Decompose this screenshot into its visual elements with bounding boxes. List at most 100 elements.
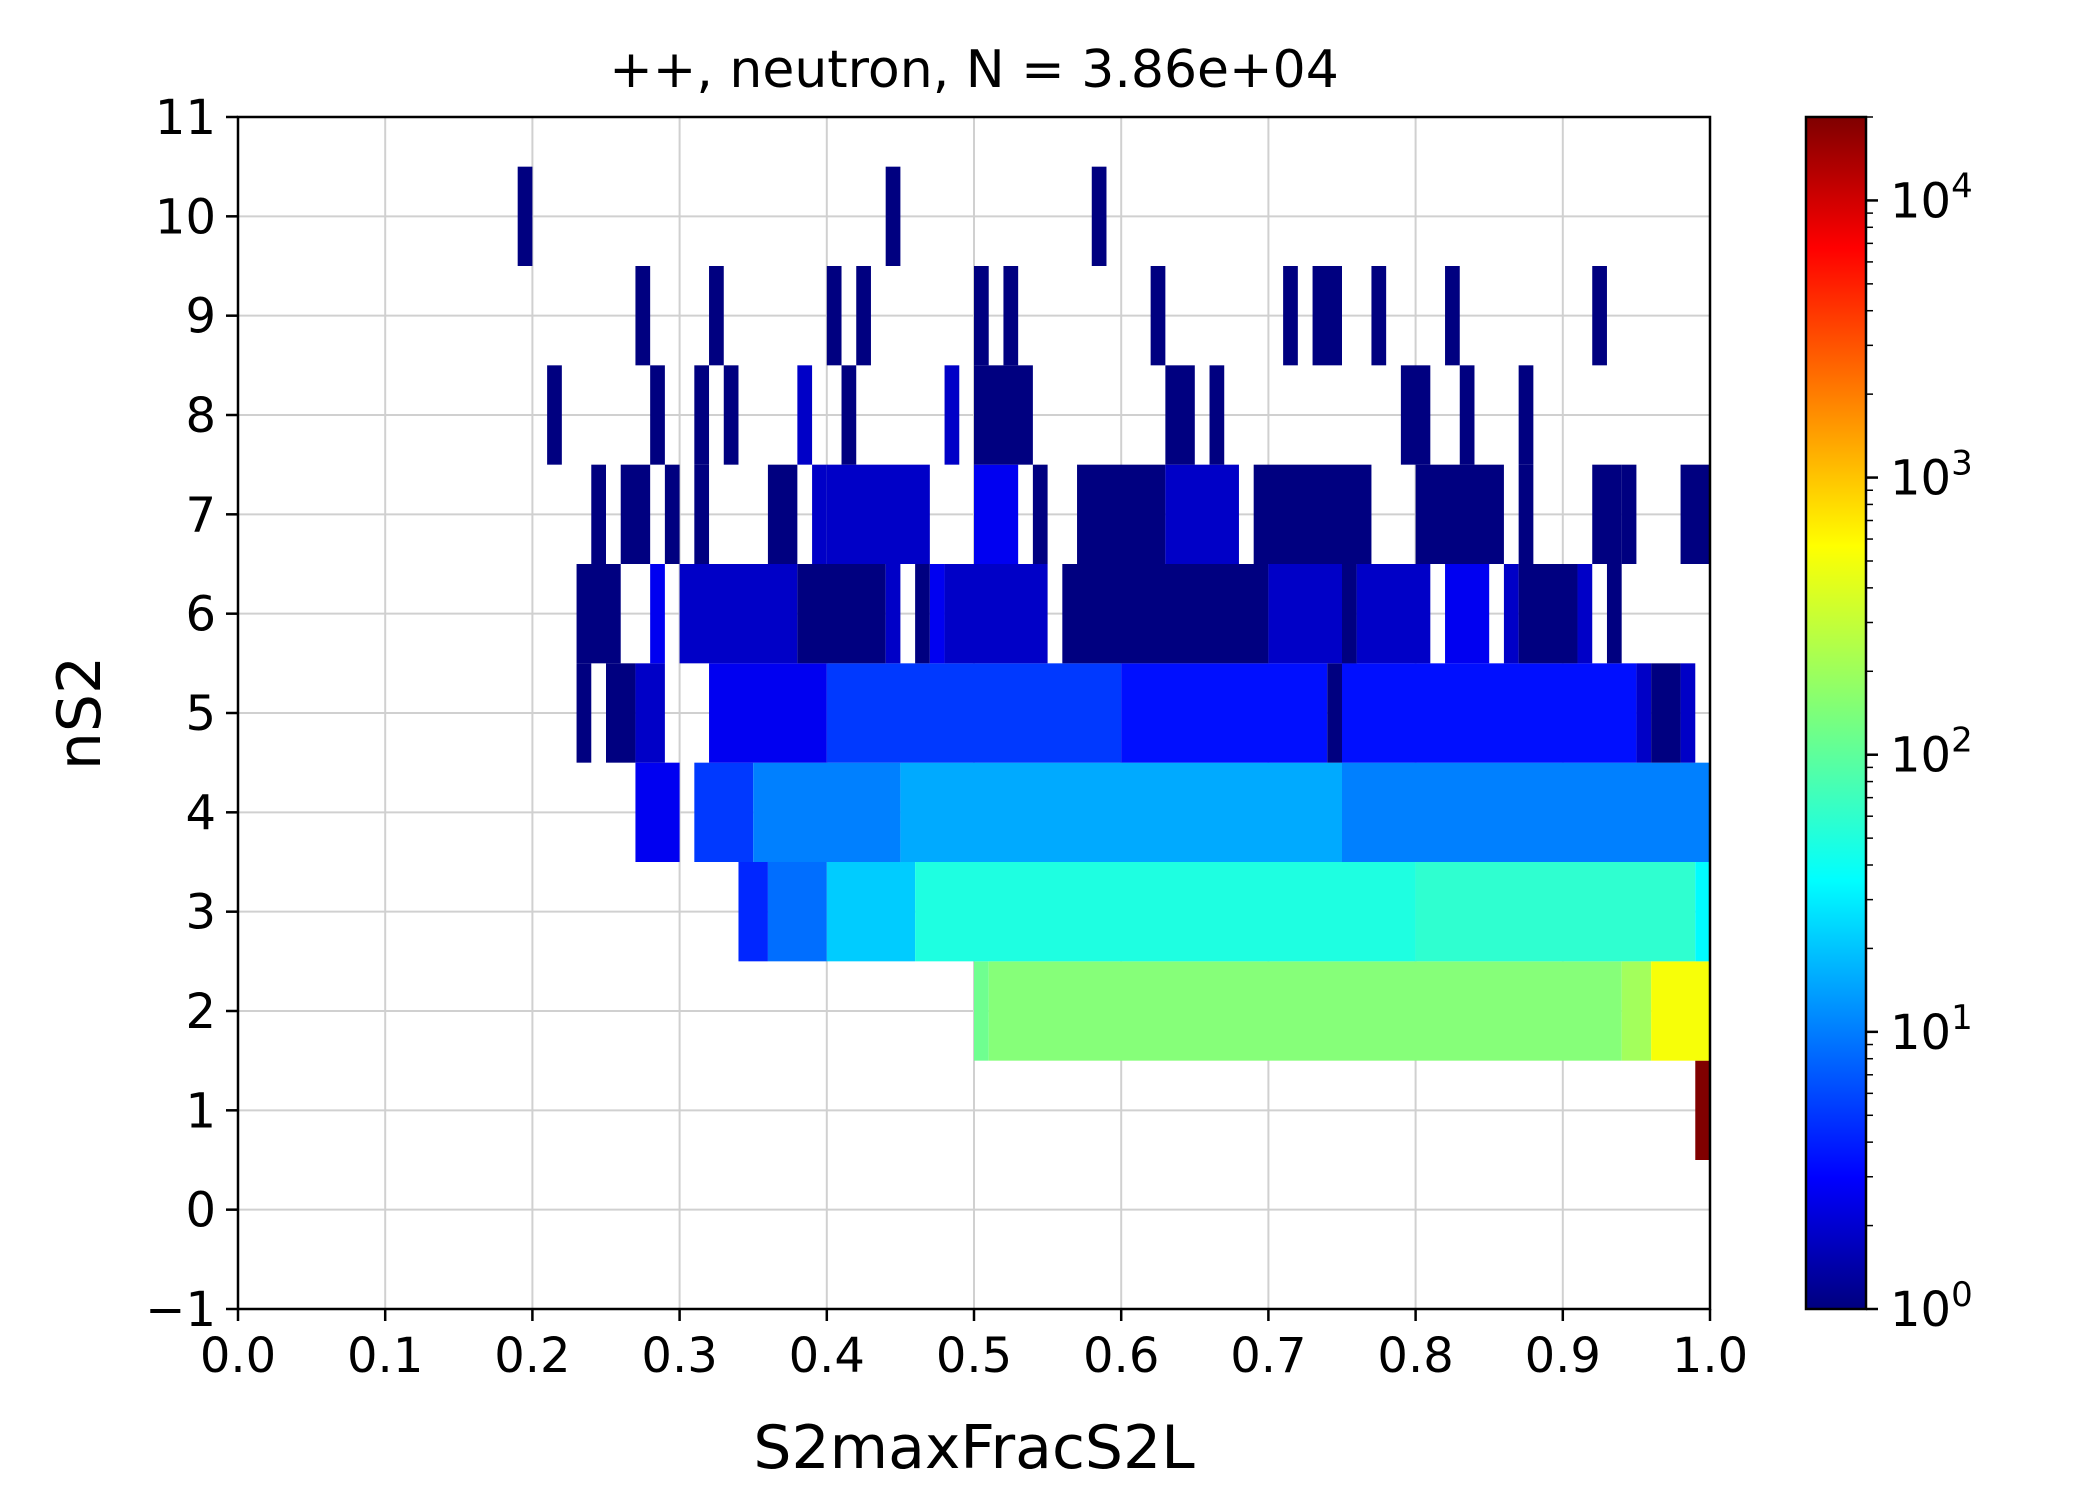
heatmap-cell: [915, 564, 930, 664]
heatmap-cell: [576, 663, 592, 763]
heatmap-cell: [944, 564, 1048, 664]
heatmap-cell: [1518, 365, 1534, 465]
heatmap-cell: [547, 365, 562, 465]
y-tick-label: 9: [185, 289, 216, 345]
heatmap-cell: [841, 365, 857, 465]
heatmap-cell: [1695, 1060, 1710, 1160]
heatmap-cell: [1209, 365, 1225, 465]
heatmap-cell: [1518, 464, 1534, 564]
x-tick-label: 0.6: [1083, 1328, 1159, 1384]
heatmap-cell: [1165, 365, 1195, 465]
heatmap-cell: [576, 564, 621, 664]
y-tick-label: −1: [145, 1282, 216, 1338]
heatmap-cell: [1077, 464, 1166, 564]
heatmap-cell: [797, 564, 886, 664]
heatmap-cell: [1312, 266, 1342, 366]
heatmap-cell: [826, 464, 930, 564]
heatmap-cell: [1592, 464, 1622, 564]
x-tick-label: 0.2: [494, 1328, 570, 1384]
heatmap-cell: [900, 762, 1342, 862]
heatmap-cell: [929, 564, 945, 664]
y-tick-label: 1: [185, 1083, 216, 1139]
heatmap-cell: [767, 862, 827, 962]
heatmap-cell: [1592, 266, 1607, 366]
heatmap-cell: [826, 266, 842, 366]
heatmap-cell: [1651, 663, 1681, 763]
heatmap-cell: [694, 365, 710, 465]
heatmap-cell: [694, 762, 754, 862]
heatmap-cells: [517, 166, 1710, 1160]
heatmap-cell: [664, 464, 680, 564]
heatmap-cell: [1400, 365, 1431, 465]
heatmap-cell: [709, 663, 827, 763]
x-axis-ticks: 0.0 0.1 0.2 0.3 0.4 0.5 0.6 0.7 0.8 0.9 1.0: [200, 1309, 1748, 1384]
heatmap-cell: [635, 663, 665, 763]
heatmap-cell: [1342, 762, 1710, 862]
heatmap-cell: [1342, 663, 1637, 763]
y-tick-label: 5: [185, 686, 216, 742]
x-tick-label: 0.4: [789, 1328, 865, 1384]
x-tick-label: 0.1: [347, 1328, 423, 1384]
heatmap-cell: [635, 266, 651, 366]
heatmap-cell: [1121, 663, 1328, 763]
heatmap-cell: [1415, 464, 1504, 564]
heatmap-cell: [1651, 961, 1710, 1061]
x-tick-label: 0.9: [1525, 1328, 1601, 1384]
heatmap-cell: [944, 365, 960, 465]
y-tick-label: 3: [185, 885, 216, 941]
heatmap-cell: [856, 266, 871, 366]
heatmap-cell: [1327, 663, 1342, 763]
chart-title: ++, neutron, N = 3.86e+04: [609, 40, 1339, 100]
heatmap-cell: [974, 365, 1033, 465]
colorbar: [1804, 115, 1868, 1311]
heatmap-cell: [1459, 365, 1475, 465]
heatmap-cell: [620, 464, 651, 564]
heatmap-cell: [1518, 564, 1578, 664]
colorbar-tick-label: 101: [1890, 998, 1973, 1061]
heatmap-cell: [679, 564, 798, 664]
heatmap-cell: [1342, 564, 1357, 664]
heatmap-cell: [915, 862, 1416, 962]
heatmap-cell: [885, 166, 901, 266]
heatmap-cell: [591, 464, 606, 564]
heatmap-cell: [1695, 862, 1710, 962]
y-tick-label: 0: [185, 1183, 216, 1239]
y-axis-label: nS2: [45, 656, 115, 770]
x-tick-label: 1.0: [1672, 1328, 1748, 1384]
heatmap-cell: [517, 166, 533, 266]
heatmap-cell: [797, 365, 813, 465]
heatmap-cell: [1636, 663, 1652, 763]
x-tick-label: 0.0: [200, 1328, 276, 1384]
heatmap-cell: [1680, 663, 1696, 763]
heatmap-cell: [974, 266, 989, 366]
heatmap-cell: [1445, 564, 1490, 664]
y-tick-label: 8: [185, 388, 216, 444]
y-tick-label: 2: [185, 984, 216, 1040]
heatmap-cell: [1062, 564, 1269, 664]
colorbar-tick-label: 102: [1890, 721, 1973, 784]
heatmap-cell: [1032, 464, 1048, 564]
heatmap-cell: [753, 762, 901, 862]
heatmap-cell: [1503, 564, 1519, 664]
x-tick-label: 0.7: [1230, 1328, 1306, 1384]
heatmap-cell: [1283, 266, 1298, 366]
y-tick-label: 4: [185, 785, 216, 841]
colorbar-tick-label: 100: [1890, 1275, 1973, 1338]
heatmap-cell: [826, 663, 1122, 763]
heatmap-cell: [974, 464, 1019, 564]
y-axis-ticks: −1 0 1 2 3 4 5 6 7 8 9 10 11: [145, 90, 238, 1338]
heatmap-cell: [1621, 961, 1652, 1061]
heatmap-cell: [1577, 564, 1593, 664]
heatmap-cell: [767, 464, 798, 564]
colorbar-tick-label: 103: [1890, 444, 1973, 507]
heatmap-cell: [826, 862, 916, 962]
heatmap-cell: [650, 564, 665, 664]
heatmap-cell: [635, 762, 680, 862]
heatmap-cell: [1165, 464, 1239, 564]
heatmap-cell: [709, 266, 724, 366]
heatmap-cell: [738, 862, 768, 962]
heatmap-cell: [1253, 464, 1372, 564]
heatmap-cell: [1621, 464, 1637, 564]
heatmap-cell: [1680, 464, 1710, 564]
